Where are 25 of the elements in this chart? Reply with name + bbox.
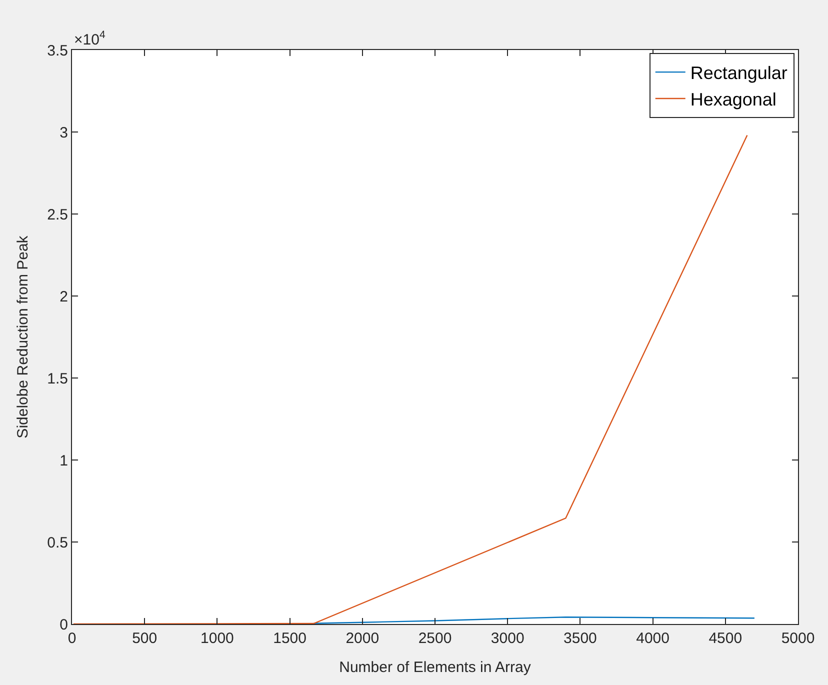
x-tick-label: 5000 — [781, 630, 815, 647]
y-tick-label: 0.5 — [47, 534, 68, 552]
x-tick-label: 1000 — [200, 630, 234, 647]
y-tick-label: 3.5 — [47, 42, 68, 60]
x-axis-title: Number of Elements in Array — [339, 659, 532, 676]
text: ×10$^{4}$ — [74, 29, 106, 48]
legend-label: Rectangular — [690, 63, 788, 84]
x-tick-label: 4000 — [636, 630, 670, 647]
y-tick-label: 1.5 — [47, 370, 68, 388]
y-tick-label: 3 — [60, 124, 68, 142]
line-series — [313, 616, 756, 624]
x-tick-label: 2000 — [346, 630, 380, 647]
y-tick-label: 1 — [60, 452, 68, 470]
x-tick-label: 500 — [132, 630, 158, 647]
x-tick-label: 1500 — [273, 630, 306, 647]
y-axis-title: Sidelobe Reduction from Peak — [14, 235, 32, 438]
y-tick-label: 0 — [60, 616, 68, 634]
x-tick-label: 3500 — [564, 630, 597, 647]
x-tick-label: 2500 — [418, 630, 452, 647]
y-tick-label: 2.5 — [47, 206, 68, 224]
line-series — [72, 134, 748, 624]
y-tick-label: 2 — [60, 288, 68, 306]
x-tick-label: 4500 — [708, 630, 742, 647]
legend-label: Hexagonal — [690, 89, 776, 110]
x-tick-label: 3000 — [490, 630, 524, 647]
